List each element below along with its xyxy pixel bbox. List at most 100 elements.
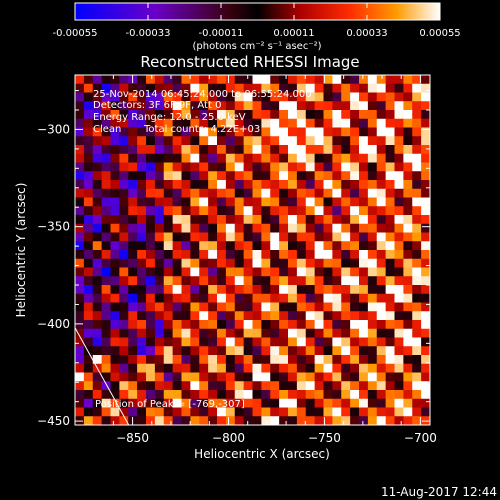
heatmap-cell [243, 162, 254, 172]
heatmap-cell [190, 75, 200, 85]
heatmap-cell [279, 223, 289, 234]
heatmap-cell [243, 180, 254, 190]
heatmap-cell [128, 398, 138, 409]
heatmap-cell [279, 276, 289, 286]
heatmap-cell [288, 285, 298, 295]
heatmap-cell [234, 293, 245, 304]
heatmap-cell [385, 311, 396, 321]
heatmap-cell [314, 398, 325, 409]
heatmap-cell [403, 162, 413, 172]
heatmap-cell [217, 390, 227, 400]
heatmap-cell [261, 363, 271, 374]
heatmap-cell [146, 398, 156, 409]
heatmap-cell [305, 223, 316, 234]
heatmap-cell [394, 127, 404, 137]
heatmap-cell [421, 320, 430, 330]
chart-title: Reconstructed RHESSI Image [140, 53, 359, 71]
heatmap-cell [225, 215, 236, 225]
heatmap-cell [341, 83, 351, 94]
heatmap-cell [225, 363, 236, 374]
heatmap-cell [119, 407, 129, 417]
heatmap-cell [403, 372, 413, 382]
y-tick-label: −450 [37, 414, 70, 428]
heatmap-cell [412, 127, 422, 137]
heatmap-cell [172, 188, 183, 199]
heatmap-cell [181, 206, 191, 216]
heatmap-cell [252, 381, 262, 391]
heatmap-cell [421, 75, 430, 85]
heatmap-cell [101, 206, 112, 216]
heatmap-cell [359, 162, 369, 172]
heatmap-cell [261, 311, 271, 321]
heatmap-cell [314, 180, 325, 190]
heatmap-cell [208, 92, 218, 102]
heatmap-cell [376, 92, 387, 102]
heatmap-cell [172, 180, 183, 190]
heatmap-cell [128, 101, 138, 111]
colorbar-tick-label: 0.00055 [419, 28, 460, 39]
heatmap-cell [128, 153, 138, 164]
heatmap-cell [341, 320, 351, 330]
heatmap-cell [367, 110, 378, 120]
heatmap-cell [217, 83, 227, 94]
heatmap-cell [110, 75, 120, 85]
heatmap-cell [172, 285, 183, 295]
heatmap-cell [314, 302, 325, 312]
heatmap-cell [332, 101, 342, 111]
heatmap-cell [305, 232, 316, 242]
heatmap-cell [332, 328, 342, 339]
heatmap-cell [288, 118, 298, 129]
heatmap-cell [92, 118, 103, 129]
heatmap-cell [385, 355, 396, 365]
heatmap-cell [279, 188, 289, 199]
heatmap-cell [323, 118, 333, 129]
heatmap-cell [341, 267, 351, 277]
heatmap-cell [190, 337, 200, 347]
heatmap-cell [83, 302, 94, 312]
heatmap-cell [190, 416, 200, 425]
heatmap-cell [154, 320, 165, 330]
heatmap-cell [110, 145, 120, 155]
heatmap-cell [305, 285, 316, 295]
heatmap-cell [394, 398, 404, 409]
heatmap-cell [225, 355, 236, 365]
heatmap-cell [359, 390, 369, 400]
heatmap-cell [421, 407, 430, 417]
heatmap-cell [350, 267, 360, 277]
heatmap-cell [146, 372, 156, 382]
heatmap-cell [296, 320, 307, 330]
heatmap-cell [376, 101, 387, 111]
heatmap-cell [314, 118, 325, 129]
heatmap-cell [243, 398, 254, 409]
heatmap-cell [279, 258, 289, 269]
heatmap-cell [154, 118, 165, 129]
heatmap-cell [341, 232, 351, 242]
heatmap-cell [403, 293, 413, 304]
heatmap-cell [181, 153, 191, 164]
heatmap-cell [146, 276, 156, 286]
heatmap-cell [412, 241, 422, 251]
heatmap-cell [367, 215, 378, 225]
heatmap-cell [385, 180, 396, 190]
heatmap-cell [376, 197, 387, 207]
heatmap-cell [341, 153, 351, 164]
heatmap-cell [305, 197, 316, 207]
heatmap-cell [385, 328, 396, 339]
heatmap-cell [261, 416, 271, 425]
heatmap-cell [225, 197, 236, 207]
heatmap-cell [261, 75, 271, 85]
heatmap-cell [146, 75, 156, 85]
heatmap-cell [403, 171, 413, 181]
heatmap-cell [350, 381, 360, 391]
heatmap-cell [394, 232, 404, 242]
heatmap-cell [217, 311, 227, 321]
heatmap-cell [190, 258, 200, 269]
heatmap-cell [208, 311, 218, 321]
heatmap-cell [154, 232, 165, 242]
heatmap-cell [350, 215, 360, 225]
heatmap-cell [154, 180, 165, 190]
heatmap-cell [137, 75, 147, 85]
heatmap-cell [163, 258, 174, 269]
heatmap-cell [261, 92, 271, 102]
heatmap-cell [385, 197, 396, 207]
